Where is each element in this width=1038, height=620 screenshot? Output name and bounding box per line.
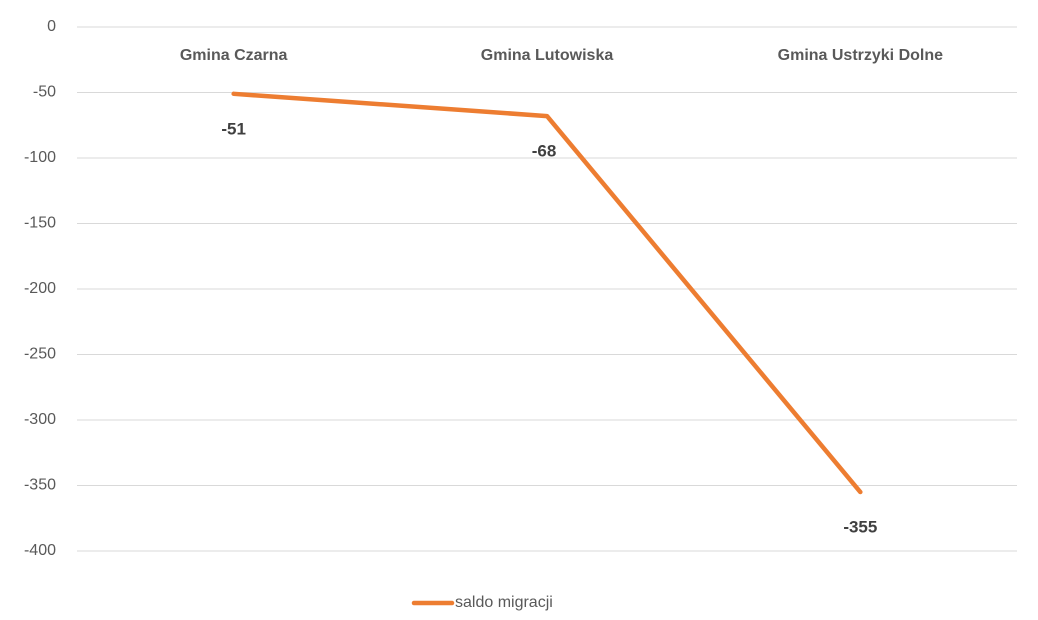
x-tick-label: Gmina Lutowiska — [481, 47, 614, 64]
y-tick-label: -400 — [24, 542, 56, 559]
y-tick-label: -50 — [33, 84, 56, 101]
x-tick-label: Gmina Czarna — [180, 47, 288, 64]
series-line — [231, 91, 863, 495]
data-label: -355 — [843, 518, 877, 537]
legend-label: saldo migracji — [455, 594, 553, 611]
data-label: -68 — [532, 142, 557, 161]
x-tick-label: Gmina Ustrzyki Dolne — [778, 47, 943, 64]
y-tick-label: -300 — [24, 411, 56, 428]
y-tick-label: -350 — [24, 477, 56, 494]
y-tick-label: -100 — [24, 149, 56, 166]
y-tick-label: 0 — [47, 18, 56, 35]
data-label: -51 — [221, 119, 246, 138]
y-tick-label: -200 — [24, 280, 56, 297]
y-tick-label: -150 — [24, 215, 56, 232]
y-tick-label: -250 — [24, 346, 56, 363]
